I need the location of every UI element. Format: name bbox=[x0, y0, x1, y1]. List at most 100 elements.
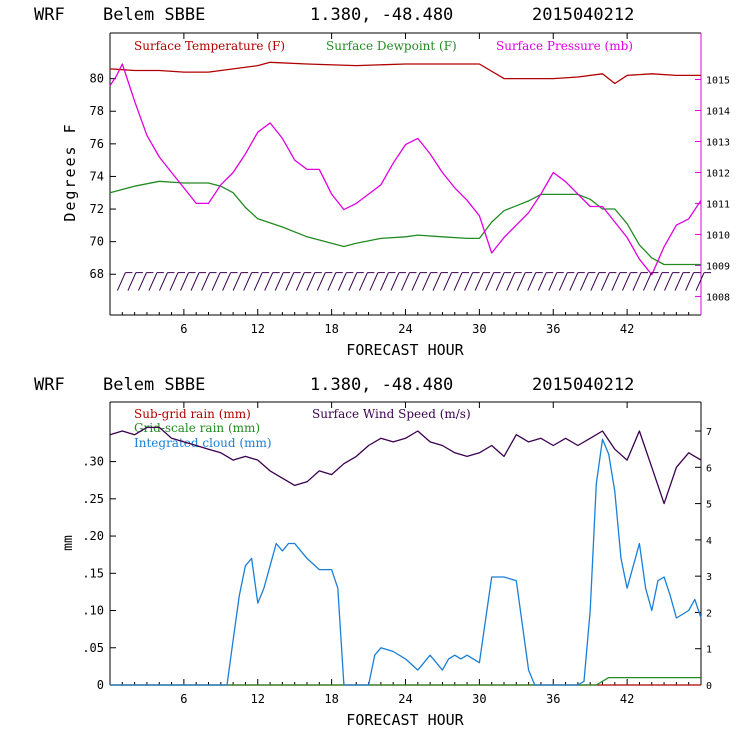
p2-ytick-right-label: 3 bbox=[706, 572, 712, 583]
wind-barb bbox=[180, 272, 189, 291]
wind-barb bbox=[285, 272, 295, 291]
wind-barb bbox=[159, 272, 168, 291]
wind-barb bbox=[464, 272, 474, 291]
wind-barb bbox=[232, 272, 242, 291]
wind-barb bbox=[411, 272, 421, 291]
wind-barb bbox=[537, 272, 547, 291]
wind-barb bbox=[264, 272, 274, 291]
panel1-header-model: WRF bbox=[34, 5, 65, 25]
panel1-header-station: Belem SBBE bbox=[103, 5, 205, 25]
wind-barb bbox=[137, 272, 147, 291]
wind-barb bbox=[674, 272, 684, 291]
wind-barb bbox=[621, 272, 631, 291]
wind-barb bbox=[348, 272, 358, 291]
wind-barb bbox=[495, 272, 505, 291]
p2-ytick-right-label: 5 bbox=[706, 500, 712, 511]
wind-barb bbox=[327, 272, 337, 291]
wind-barb bbox=[222, 272, 232, 291]
p1-ytick-left-label: 74 bbox=[90, 169, 104, 183]
p2-xtick-label: 36 bbox=[546, 692, 560, 706]
wind-barb bbox=[116, 272, 126, 291]
legend-surface-wind-speed: Surface Wind Speed (m/s) bbox=[312, 407, 471, 421]
wind-barb bbox=[600, 272, 610, 291]
panel1-ylabel: Degrees F bbox=[61, 122, 79, 221]
legend-surface-pressure: Surface Pressure (mb) bbox=[496, 39, 633, 53]
p1-xtick-label: 12 bbox=[251, 322, 265, 336]
wind-barb bbox=[390, 272, 400, 291]
wind-barb bbox=[243, 272, 253, 291]
p2-series-surface-wind-speed-m-s bbox=[109, 426, 702, 505]
legend-gridscale-rain: Grid-scale rain (mm) bbox=[134, 421, 260, 435]
wind-barb bbox=[643, 272, 652, 291]
p2-ytick-left-label: .25 bbox=[82, 492, 104, 506]
wind-barb bbox=[432, 272, 442, 291]
p1-ytick-left-label: 72 bbox=[90, 202, 104, 216]
wind-barb bbox=[295, 272, 305, 291]
wind-barb bbox=[632, 272, 642, 291]
wind-barb bbox=[516, 272, 526, 291]
wind-barb bbox=[148, 272, 158, 291]
legend-surface-dewpoint: Surface Dewpoint (F) bbox=[326, 39, 457, 53]
p1-xtick-label: 42 bbox=[620, 322, 634, 336]
p2-ytick-right-label: 6 bbox=[706, 463, 712, 474]
wind-barb bbox=[337, 272, 347, 291]
p1-ytick-right-label: 1009 bbox=[706, 261, 730, 272]
wind-barb bbox=[506, 272, 516, 291]
p1-ytick-right-label: 1013 bbox=[706, 137, 730, 148]
wind-barb bbox=[527, 272, 537, 291]
wind-barb bbox=[379, 272, 389, 291]
p1-series-surface-pressure-mb bbox=[109, 63, 702, 276]
p1-xtick-label: 24 bbox=[398, 322, 412, 336]
p1-xtick-label: 36 bbox=[546, 322, 560, 336]
p1-ytick-right-label: 1014 bbox=[706, 106, 730, 117]
p1-xtick-label: 30 bbox=[472, 322, 486, 336]
p1-xtick-label: 18 bbox=[324, 322, 338, 336]
wind-barb bbox=[474, 272, 484, 291]
p1-ytick-right-label: 1011 bbox=[706, 199, 730, 210]
wind-barb bbox=[211, 272, 221, 291]
wind-barb bbox=[127, 272, 137, 291]
p1-ytick-left-label: 68 bbox=[90, 267, 104, 281]
p1-series-surface-temperature-f bbox=[109, 61, 701, 85]
wind-barb bbox=[306, 272, 316, 291]
p2-ytick-right-label: 7 bbox=[706, 427, 712, 438]
p2-ytick-right-label: 0 bbox=[706, 681, 712, 692]
wind-barb bbox=[274, 272, 284, 291]
wind-barb bbox=[316, 272, 326, 291]
wind-barb bbox=[548, 272, 558, 291]
wind-barb bbox=[485, 272, 495, 291]
panel1-plot-area: 6 12 18 24 30 36 42 68 70 72 74 76 78 80 1008 1009 1010 1… bbox=[90, 32, 730, 336]
wind-barb bbox=[190, 272, 200, 291]
panel1-header-init: 2015040212 bbox=[532, 5, 634, 25]
p2-xtick-label: 12 bbox=[251, 692, 265, 706]
p1-ytick-left-label: 70 bbox=[90, 235, 104, 249]
p2-ytick-right-label: 2 bbox=[706, 608, 712, 619]
legend-subgrid-rain: Sub-grid rain (mm) bbox=[134, 407, 251, 421]
panel1-xlabel: FORECAST HOUR bbox=[346, 341, 464, 359]
wind-barb bbox=[579, 272, 589, 291]
p1-ytick-left-label: 76 bbox=[90, 137, 104, 151]
p1-series-surface-dewpoint-f bbox=[109, 180, 701, 266]
legend-integrated-cloud: Integrated cloud (mm) bbox=[134, 436, 272, 450]
p2-xtick-label: 42 bbox=[620, 692, 634, 706]
wind-barb bbox=[695, 272, 705, 291]
panel2-xlabel: FORECAST HOUR bbox=[346, 711, 464, 729]
p1-ytick-left-label: 80 bbox=[90, 72, 104, 86]
wind-barb bbox=[685, 272, 695, 291]
p2-xtick-label: 18 bbox=[324, 692, 338, 706]
wind-barb bbox=[558, 272, 568, 291]
p2-ytick-left-label: 0 bbox=[97, 678, 104, 692]
wind-barb bbox=[664, 272, 673, 291]
wind-barb bbox=[653, 272, 663, 291]
p2-ytick-right-label: 4 bbox=[706, 536, 712, 547]
legend-surface-temperature: Surface Temperature (F) bbox=[134, 39, 285, 53]
p2-xtick-label: 30 bbox=[472, 692, 486, 706]
panel2-header-station: Belem SBBE bbox=[103, 375, 205, 395]
wind-barb bbox=[369, 272, 379, 291]
wind-barb bbox=[358, 272, 368, 291]
panel1-header-coords: 1.380, -48.480 bbox=[310, 5, 453, 25]
panel2-header-init: 2015040212 bbox=[532, 375, 634, 395]
